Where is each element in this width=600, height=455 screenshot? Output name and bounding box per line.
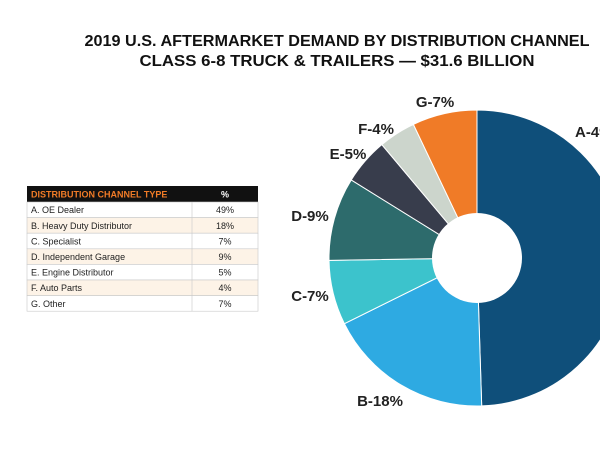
- table-row-bg: [26, 295, 259, 312]
- table-cell: 18%: [216, 221, 234, 231]
- donut-hole: [432, 213, 522, 303]
- slice-label: F-4%: [358, 121, 394, 138]
- table-cell: B. Heavy Duty Distributor: [31, 221, 132, 231]
- slice-label: E-5%: [330, 146, 367, 163]
- table-cell: 7%: [218, 299, 231, 309]
- pie-slice: [343, 257, 483, 407]
- table-cell: 49%: [216, 205, 234, 215]
- table-cell: C. Specialist: [31, 236, 82, 246]
- slice-label: A-49%: [575, 124, 600, 141]
- slice-label: D-9%: [291, 208, 329, 225]
- slice-label: B-18%: [357, 393, 403, 410]
- table-header: DISTRIBUTION CHANNEL TYPE: [31, 189, 167, 199]
- pie-slice: [476, 109, 600, 407]
- table-cell: D. Independent Garage: [31, 252, 125, 262]
- table-cell: 9%: [218, 252, 231, 262]
- table-cell: F. Auto Parts: [31, 283, 83, 293]
- table-cell: 5%: [218, 268, 231, 278]
- table-header-bg: [27, 186, 258, 202]
- table-cell: 4%: [218, 283, 231, 293]
- pie: A-49% B-18% C-7% D-9% E-5% F-4% G-7%: [291, 94, 600, 410]
- slice-label: G-7%: [416, 94, 454, 111]
- table: DISTRIBUTION CHANNEL TYPE % A. OE Dealer 49…: [26, 186, 259, 312]
- table-cell: G. Other: [31, 299, 66, 309]
- table-cell: A. OE Dealer: [31, 205, 84, 215]
- table-cell: E. Engine Distributor: [31, 268, 114, 278]
- slice-label: C-7%: [291, 288, 329, 305]
- chart-subtitle: CLASS 6-8 TRUCK & TRAILERS — $31.6 BILLI…: [140, 53, 535, 70]
- table-cell: 7%: [218, 236, 231, 246]
- table-header: %: [221, 189, 229, 199]
- chart-title: 2019 U.S. AFTERMARKET DEMAND BY DISTRIBU…: [85, 33, 590, 50]
